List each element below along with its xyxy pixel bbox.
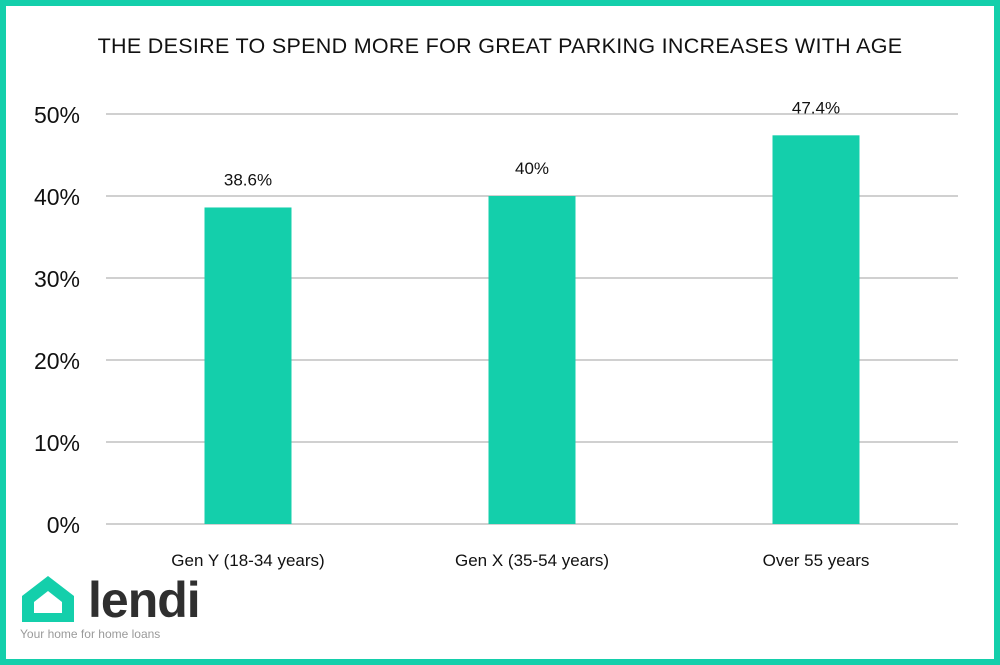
data-label: 47.4% <box>792 98 840 117</box>
data-label: 40% <box>515 159 549 178</box>
data-label: 38.6% <box>224 170 272 189</box>
y-tick-label: 40% <box>34 184 80 210</box>
x-tick-label: Gen Y (18-34 years) <box>171 551 324 570</box>
x-tick-label: Over 55 years <box>763 551 870 570</box>
chart-title: THE DESIRE TO SPEND MORE FOR GREAT PARKI… <box>97 34 903 58</box>
brand-tagline: Your home for home loans <box>20 627 161 641</box>
y-tick-label: 20% <box>34 348 80 374</box>
y-tick-label: 0% <box>47 512 80 538</box>
bar <box>204 207 292 525</box>
x-tick-label: Gen X (35-54 years) <box>455 551 609 570</box>
y-tick-label: 30% <box>34 266 80 292</box>
y-tick-label: 10% <box>34 430 80 456</box>
bar <box>488 196 576 524</box>
bar <box>772 135 860 524</box>
brand-name: lendi <box>88 572 201 628</box>
y-tick-label: 50% <box>34 102 80 128</box>
house-icon <box>22 576 74 622</box>
lendi-logo: lendi Your home for home loans <box>18 572 218 647</box>
